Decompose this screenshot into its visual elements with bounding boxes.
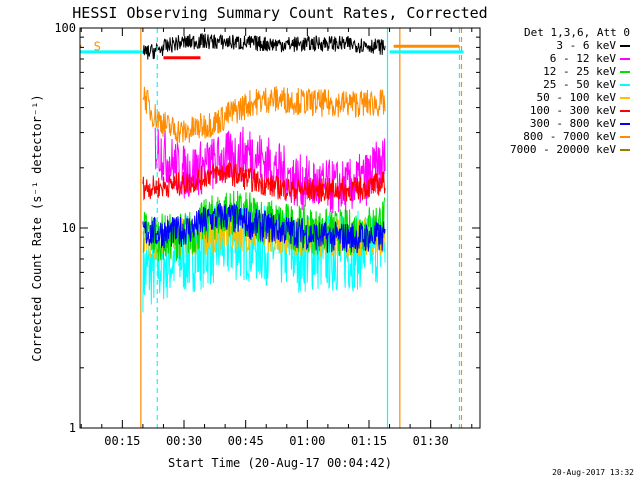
x-axis-label: Start Time (20-Aug-17 00:04:42) (168, 456, 392, 470)
legend-entry: 6 - 12 keV (480, 52, 630, 65)
legend-entry: 25 - 50 keV (480, 78, 630, 91)
overlay-layer: S (80, 28, 464, 428)
legend-entries: 3 - 6 keV 6 - 12 keV 12 - 25 keV 25 - 50 ke… (480, 39, 630, 156)
legend-entry: 800 - 7000 keV (480, 130, 630, 143)
series-layer (142, 33, 386, 313)
series-line (142, 203, 386, 253)
legend-entry: 7000 - 20000 keV (480, 143, 630, 156)
legend-entry: 50 - 100 keV (480, 91, 630, 104)
x-tick-label: 01:30 (413, 434, 449, 448)
x-tick-label: 01:00 (289, 434, 325, 448)
legend-swatch (620, 110, 630, 112)
y-tick-label: 1 (69, 421, 76, 435)
y-tick-label: 100 (54, 21, 76, 35)
series-line (142, 162, 386, 202)
legend: Det 1,3,6, Att 0 3 - 6 keV 6 - 12 keV 12 -… (480, 26, 630, 156)
legend-entry-label: 12 - 25 keV (543, 65, 616, 78)
x-tick-label: 01:15 (351, 434, 387, 448)
legend-swatch (620, 45, 630, 47)
y-axis-label: Corrected Count Rate (s⁻¹ detector⁻¹) (30, 94, 44, 361)
x-tick-label: 00:30 (166, 434, 202, 448)
annotation-label: S (94, 39, 101, 53)
legend-entry-label: 6 - 12 keV (549, 52, 616, 65)
legend-swatch (620, 136, 630, 138)
x-tick-label: 00:15 (104, 434, 140, 448)
x-tick-label: 00:45 (228, 434, 264, 448)
y-tick-label: 10 (62, 221, 76, 235)
series-line (142, 85, 386, 144)
timestamp: 20-Aug-2017 13:32 (552, 468, 634, 477)
legend-entry-label: 800 - 7000 keV (523, 130, 616, 143)
legend-entry: 3 - 6 keV (480, 39, 630, 52)
legend-swatch (620, 149, 630, 151)
legend-entry-label: 100 - 300 keV (529, 104, 616, 117)
axis-layer: 1 10 100 00:15 00:30 00:45 01:00 01:15 01:30 (54, 21, 480, 448)
legend-entry: 300 - 800 keV (480, 117, 630, 130)
legend-swatch (620, 58, 630, 60)
legend-entry: 12 - 25 keV (480, 65, 630, 78)
legend-entry-label: 50 - 100 keV (536, 91, 616, 104)
legend-swatch (620, 84, 630, 86)
legend-entry-label: 3 - 6 keV (556, 39, 616, 52)
legend-entry-label: 25 - 50 keV (543, 78, 616, 91)
series-line (154, 126, 386, 214)
legend-title: Det 1,3,6, Att 0 (524, 26, 630, 39)
series-line (142, 33, 386, 60)
chart-title: HESSI Observing Summary Count Rates, Cor… (72, 4, 487, 22)
legend-swatch (620, 71, 630, 73)
legend-entry-label: 7000 - 20000 keV (510, 143, 616, 156)
legend-entry-label: 300 - 800 keV (529, 117, 616, 130)
legend-swatch (620, 97, 630, 99)
legend-swatch (620, 123, 630, 125)
legend-entry: 100 - 300 keV (480, 104, 630, 117)
